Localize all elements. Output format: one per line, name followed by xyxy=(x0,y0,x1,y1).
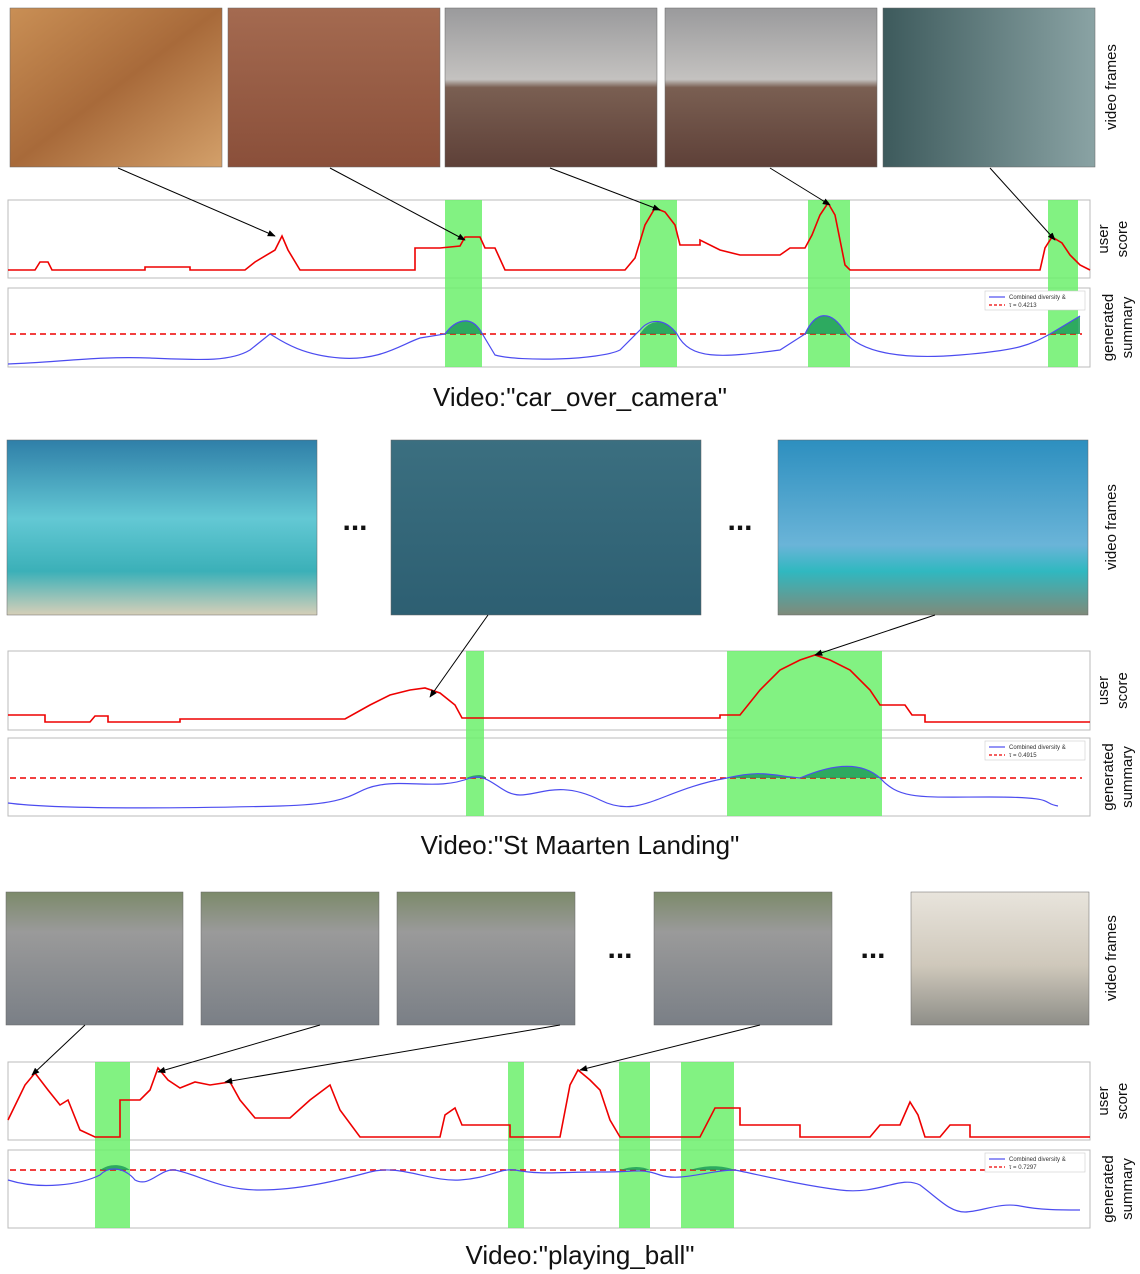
ellipsis: ... xyxy=(607,932,632,965)
summary-label: summary xyxy=(1119,296,1136,358)
video-frame xyxy=(883,8,1095,167)
video-frame xyxy=(7,440,317,615)
panel: video frames Combined diversity & τ = 0.42… xyxy=(8,8,1136,412)
frames-label: video frames xyxy=(1103,484,1120,570)
video-frame xyxy=(201,892,379,1025)
legend-text: τ = 0.7297 xyxy=(1009,1165,1037,1171)
user-score-label: score xyxy=(1114,1083,1131,1120)
user-score-label: user xyxy=(1095,676,1112,705)
summary-highlight xyxy=(1048,200,1078,367)
summary-box xyxy=(8,1150,1090,1228)
user-score-label: score xyxy=(1114,672,1131,709)
summary-label: generated xyxy=(1100,294,1117,362)
legend-text: τ = 0.4915 xyxy=(1009,753,1037,759)
summary-highlight xyxy=(727,651,882,816)
summary-highlight xyxy=(619,1062,650,1228)
legend-text: Combined diversity & xyxy=(1009,745,1066,751)
ellipsis: ... xyxy=(342,504,367,537)
legend-text: Combined diversity & xyxy=(1009,295,1066,301)
video-frame xyxy=(911,892,1089,1025)
user-score-box xyxy=(8,1062,1090,1140)
summary-highlight xyxy=(508,1062,524,1228)
video-frame xyxy=(6,892,183,1025)
video-frame xyxy=(778,440,1088,615)
caption: Video:"car_over_camera" xyxy=(433,382,727,412)
panel: ...... video frames Combined diversity & τ … xyxy=(6,892,1136,1270)
video-frame xyxy=(665,8,877,167)
video-frame xyxy=(391,440,701,615)
summary-label: summary xyxy=(1119,746,1136,808)
arrow xyxy=(815,615,935,655)
summary-highlight xyxy=(466,651,484,816)
user-score-label: score xyxy=(1114,221,1131,258)
caption: Video:"St Maarten Landing" xyxy=(421,830,740,860)
summary-label: summary xyxy=(1119,1158,1136,1220)
summary-box xyxy=(8,738,1090,816)
body: video frames Combined diversity & τ = 0.42… xyxy=(0,0,1140,1274)
video-frame xyxy=(445,8,657,167)
page: Video summarization figure {"panels": [ … xyxy=(0,0,1140,1274)
summary-box xyxy=(8,288,1090,367)
video-frame xyxy=(654,892,832,1025)
summary-highlight xyxy=(445,200,482,367)
panel: ...... video frames Combined diversity & τ … xyxy=(7,440,1136,860)
ellipsis: ... xyxy=(727,504,752,537)
video-frame xyxy=(10,8,222,167)
figure: video frames Combined diversity & τ = 0.42… xyxy=(0,0,1140,1274)
summary-highlight xyxy=(681,1062,734,1228)
arrow xyxy=(770,168,830,205)
summary-highlight xyxy=(95,1062,130,1228)
video-frame xyxy=(228,8,440,167)
user-score-label: user xyxy=(1095,1086,1112,1115)
frames-label: video frames xyxy=(1103,915,1120,1001)
legend-text: Combined diversity & xyxy=(1009,1157,1066,1163)
frames-label: video frames xyxy=(1103,44,1120,130)
video-frame xyxy=(397,892,575,1025)
ellipsis: ... xyxy=(860,932,885,965)
legend-text: τ = 0.4213 xyxy=(1009,303,1037,309)
summary-label: generated xyxy=(1100,1155,1117,1223)
summary-label: generated xyxy=(1100,743,1117,811)
user-score-label: user xyxy=(1095,224,1112,253)
caption: Video:"playing_ball" xyxy=(465,1240,694,1270)
summary-highlight xyxy=(808,200,850,367)
